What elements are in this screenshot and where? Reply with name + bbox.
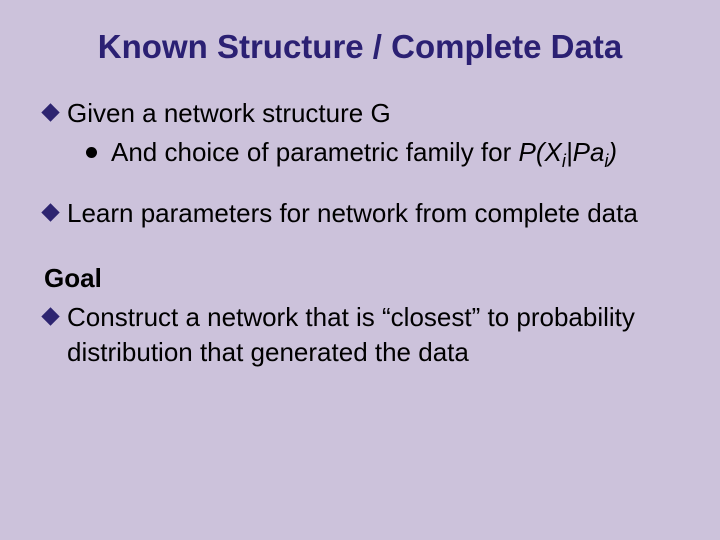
bullet-given-sub: And choice of parametric family for P(Xi… [86,135,690,173]
bullet-learn-rest: parameters for network from complete dat… [134,198,638,228]
bullet-given-sub-text: And choice of parametric family for P(Xi… [111,135,617,173]
bullet-given: Given a network structure G [44,96,690,131]
bullet-learn-text: Learn parameters for network from comple… [67,196,638,231]
given-sub-pre: And choice of parametric family for [111,137,519,167]
bullet-given-rest: a network structure G [135,98,391,128]
bullet-construct-text: Construct a network that is “closest” to… [67,300,635,370]
diamond-icon [41,103,59,121]
bullet-construct: Construct a network that is “closest” to… [44,300,690,370]
goal-label: Goal [44,261,690,296]
bullet-given-text: Given a network structure G [67,96,391,131]
bullet-construct-rest1: a network that is “closest” to probabili… [178,302,635,332]
bullet-construct-rest2: distribution that generated the data [67,337,469,367]
diamond-icon [41,203,59,221]
bullet-construct-lead: Construct [67,302,178,332]
expr-close: ) [608,137,617,167]
diamond-icon [41,307,59,325]
expr-p: P(X [519,137,562,167]
slide: Known Structure / Complete Data Given a … [0,0,720,540]
bullet-learn-lead: Learn [67,198,134,228]
slide-title: Known Structure / Complete Data [30,28,690,66]
bullet-given-lead: Given [67,98,135,128]
bullet-learn: Learn parameters for network from comple… [44,196,690,231]
disc-icon [86,147,97,158]
expr-mid: |Pa [566,137,605,167]
